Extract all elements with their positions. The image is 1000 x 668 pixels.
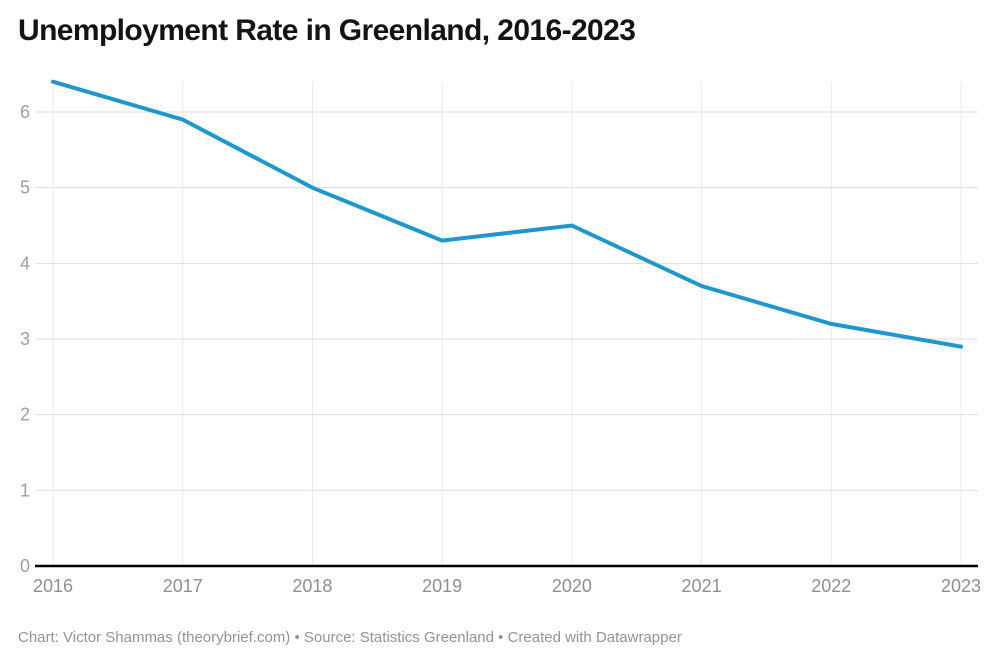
- chart-title: Unemployment Rate in Greenland, 2016-202…: [18, 14, 636, 47]
- y-tick-label: 5: [20, 178, 30, 198]
- x-tick-label: 2019: [422, 576, 462, 596]
- x-tick-label: 2017: [163, 576, 203, 596]
- y-tick-label: 2: [20, 405, 30, 425]
- chart-footer: Chart: Victor Shammas (theorybrief.com) …: [18, 629, 682, 646]
- x-tick-label: 2016: [33, 576, 73, 596]
- y-tick-label: 0: [20, 556, 30, 576]
- x-tick-label: 2022: [811, 576, 851, 596]
- data-line: [51, 79, 963, 349]
- x-tick-label: 2023: [941, 576, 981, 596]
- y-tick-label: 3: [20, 329, 30, 349]
- y-tick-label: 6: [20, 102, 30, 122]
- x-tick-label: 2021: [682, 576, 722, 596]
- x-tick-label: 2018: [292, 576, 332, 596]
- x-tick-label: 2020: [552, 576, 592, 596]
- line-chart: 0 1 2 3 4 5 6 2016 2017 2018 2019 2020 2021 2022 2023: [20, 79, 981, 596]
- y-tick-label: 4: [20, 253, 30, 273]
- y-tick-label: 1: [20, 480, 30, 500]
